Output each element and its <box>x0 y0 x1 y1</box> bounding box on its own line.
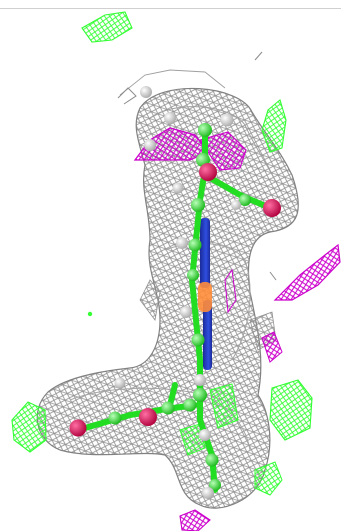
viewer-top-border <box>0 8 341 9</box>
green-difference-mesh <box>11 11 313 496</box>
magenta-difference-mesh <box>133 127 341 531</box>
nitrogen-backbone <box>198 218 212 370</box>
stray-mesh-fragments <box>117 51 277 281</box>
atoms <box>69 86 281 499</box>
